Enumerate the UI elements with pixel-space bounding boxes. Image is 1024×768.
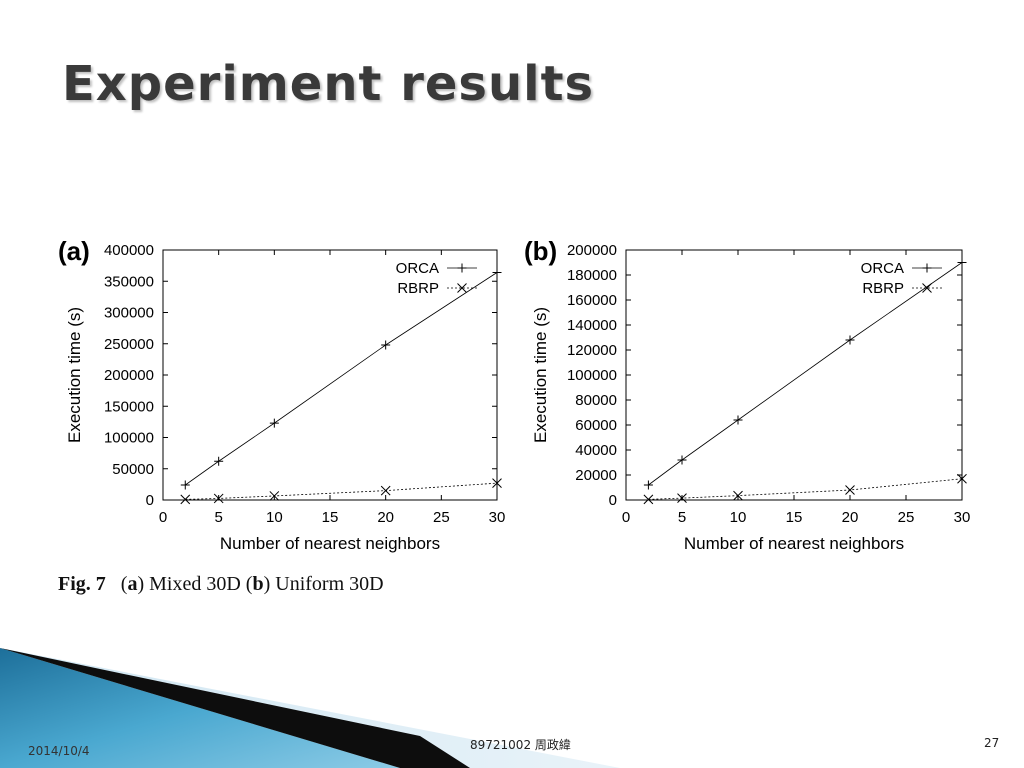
footer-date: 2014/10/4 [28,744,90,758]
data-point-rbrp [269,491,280,501]
figure-caption: Fig. 7 (a) Mixed 30D (b) Uniform 30D [58,573,384,595]
x-tick-label: 15 [322,509,339,526]
series-line-rbrp [648,478,963,500]
x-tick-label: 5 [214,509,222,526]
data-point-rbrp [677,493,687,503]
plot-frame [625,249,963,501]
data-point-rbrp [957,473,967,484]
y-tick-label: 100000 [567,367,617,384]
x-tick-label: 5 [678,509,686,526]
footer-decoration [0,648,620,768]
legend-label-rbrp: RBRP [397,280,439,297]
legend-marker-rbrp [922,283,932,293]
y-axis-label: Execution time (s) [65,307,84,443]
data-point-orca [957,258,967,267]
y-tick-label: 0 [609,492,617,509]
data-point-orca [381,340,391,350]
data-point-rbrp [643,494,654,505]
y-tick-label: 0 [146,492,154,509]
x-tick-label: 10 [266,509,283,526]
legend-label-orca: ORCA [396,260,439,277]
y-tick-label: 350000 [104,273,154,290]
series-line-rbrp [185,482,498,500]
data-point-orca [643,480,653,490]
x-axis-label: Number of nearest neighbors [684,534,904,553]
x-tick-label: 20 [842,509,859,526]
y-tick-label: 120000 [567,342,617,359]
y-tick-label: 20000 [575,467,617,484]
caption-b-text: Uniform 30D [275,573,384,595]
y-tick-label: 50000 [112,461,154,478]
panel-label-b: (b) [524,236,558,266]
x-tick-label: 25 [433,509,450,526]
caption-a-letter: a [127,573,138,595]
data-point-rbrp [213,493,224,504]
data-point-orca [180,480,190,490]
data-point-rbrp [733,490,743,501]
legend-label-rbrp: RBRP [862,280,904,297]
y-tick-label: 200000 [567,242,617,259]
y-tick-label: 300000 [104,305,154,322]
chart-b: 0 5 10 15 20 25 30 0 20000 40000 60000 80000 100000 1… [531,242,971,553]
y-tick-label: 150000 [104,398,154,415]
x-tick-label: 0 [159,509,167,526]
caption-a-text: Mixed 30D [149,573,241,595]
data-point-rbrp [845,485,855,495]
data-point-orca [677,455,687,465]
footer-author: 89721002 周政緯 [470,738,571,752]
y-tick-label: 160000 [567,292,617,309]
plot-frame [162,249,498,501]
x-tick-label: 30 [954,509,971,526]
x-tick-label: 0 [622,509,630,526]
x-axis-label: Number of nearest neighbors [220,534,440,553]
data-point-orca [845,335,855,345]
data-point-orca [269,418,279,428]
x-tick-label: 20 [377,509,394,526]
caption-b-letter: b [252,573,264,595]
series-line-orca [185,272,498,486]
y-tick-label: 100000 [104,430,154,447]
series-line-orca [648,262,963,486]
y-tick-label: 400000 [104,242,154,259]
y-tick-label: 250000 [104,336,154,353]
chart-a: 0 5 10 15 20 25 30 0 50000 100000 150000 200000 2500… [65,242,506,553]
legend-marker-rbrp [457,283,467,293]
data-point-orca [492,268,502,277]
x-tick-label: 25 [898,509,915,526]
data-point-rbrp [492,478,502,488]
slide-title: Experiment results [62,56,595,112]
panel-label-a: (a) [58,236,90,266]
data-point-orca [733,415,743,425]
x-tick-label: 10 [730,509,747,526]
data-point-rbrp [380,485,391,496]
y-tick-label: 60000 [575,417,617,434]
x-tick-label: 15 [786,509,803,526]
y-tick-label: 180000 [567,267,617,284]
y-tick-label: 140000 [567,317,617,334]
y-tick-label: 40000 [575,442,617,459]
legend-marker-orca [922,263,932,273]
footer-page-number: 27 [984,736,1000,750]
data-point-rbrp [180,494,191,505]
legend-label-orca: ORCA [861,260,904,277]
data-point-orca [214,456,224,466]
x-tick-label: 30 [489,509,506,526]
caption-fig-label: Fig. 7 [58,573,106,595]
y-tick-label: 200000 [104,367,154,384]
y-tick-label: 80000 [575,392,617,409]
legend-marker-orca [457,263,467,273]
y-axis-label: Execution time (s) [531,307,550,443]
